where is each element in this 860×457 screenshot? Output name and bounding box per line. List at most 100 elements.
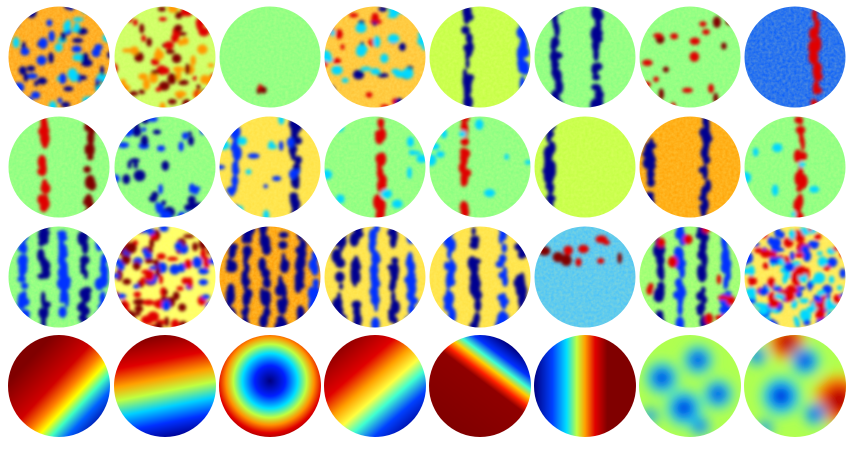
- stripe-blob: [498, 232, 504, 245]
- spot-blob: [752, 147, 759, 157]
- stripe-blob: [241, 275, 249, 287]
- stripe-blob: [299, 248, 304, 263]
- stripe-blob: [719, 305, 728, 314]
- stripe-blob: [465, 58, 470, 69]
- spot-blob: [150, 69, 160, 75]
- disc-edge: [113, 225, 217, 329]
- stripe-blob: [294, 271, 305, 284]
- spot-blob: [419, 24, 424, 31]
- stripe-blob: [308, 237, 315, 245]
- spot-blob: [794, 252, 804, 258]
- stripe-blob: [701, 295, 708, 305]
- stripe-blob: [519, 226, 525, 234]
- spot-blob: [174, 90, 187, 98]
- stripe-blob: [501, 243, 508, 254]
- spot-blob: [807, 280, 812, 292]
- stripe-blob: [263, 296, 272, 304]
- stripe-blob: [76, 303, 87, 313]
- spot-blob: [224, 95, 232, 100]
- spot-blob: [150, 58, 160, 66]
- spot-blob: [156, 253, 166, 260]
- spot-blob: [37, 77, 48, 85]
- disc-grain: [534, 6, 636, 108]
- spot-blob: [391, 199, 403, 209]
- spot-blob: [122, 174, 131, 185]
- stripe-blob: [521, 11, 531, 22]
- spot-blob: [134, 311, 141, 317]
- stripe-blob: [232, 136, 239, 151]
- stripe-blob: [793, 149, 802, 164]
- spot-blob: [177, 79, 189, 86]
- spot-blob: [377, 73, 389, 78]
- stripe-blob: [591, 38, 600, 53]
- spot-blob: [841, 226, 846, 230]
- pattern-disc: [114, 116, 216, 218]
- stripe-blob: [337, 228, 347, 242]
- stripe-blob: [812, 82, 819, 95]
- stripe-blob: [465, 32, 473, 44]
- spot-blob: [670, 33, 679, 40]
- stripe-blob: [94, 277, 105, 291]
- spot-blob: [134, 51, 144, 63]
- spot-blob: [793, 229, 803, 234]
- pattern-disc: [429, 226, 531, 328]
- stripe-blob: [518, 316, 525, 328]
- spot-blob: [822, 265, 831, 271]
- spot-blob: [176, 286, 184, 291]
- stripe-blob: [795, 199, 802, 216]
- stripe-blob: [20, 317, 27, 328]
- spot-blob: [175, 11, 183, 20]
- stripe-blob: [388, 282, 396, 292]
- stripe-blob: [41, 194, 47, 211]
- spot-blob: [744, 308, 754, 321]
- stripe-blob: [310, 306, 318, 323]
- spot-blob: [142, 299, 155, 306]
- spot-blob: [210, 310, 216, 316]
- spot-blob: [197, 6, 203, 12]
- stripe-blob: [281, 252, 286, 268]
- spot-blob: [142, 78, 151, 90]
- stripe-blob: [521, 6, 527, 14]
- spot-blob: [765, 321, 772, 327]
- stripe-blob: [521, 90, 527, 105]
- spot-blob: [72, 17, 84, 22]
- cold-zone: [642, 358, 682, 398]
- spot-blob: [332, 57, 342, 64]
- spot-blob: [23, 72, 29, 82]
- pattern-disc: [429, 335, 531, 437]
- stripe-blob: [655, 321, 660, 328]
- stripe-blob: [794, 116, 804, 124]
- spot-blob: [380, 53, 389, 64]
- stripe-blob: [244, 262, 250, 274]
- spot-blob: [814, 233, 822, 240]
- stripe-blob: [679, 265, 686, 279]
- disc-edge: [7, 115, 111, 219]
- pattern-disc: [534, 226, 636, 328]
- stripe-blob: [227, 230, 237, 238]
- spot-blob: [578, 244, 589, 254]
- spot-blob: [810, 244, 819, 249]
- spot-blob: [772, 143, 783, 153]
- spot-blob: [719, 226, 728, 233]
- spot-blob: [149, 71, 159, 84]
- stripe-blob: [231, 161, 236, 174]
- disc-edge: [638, 5, 742, 109]
- stripe-blob: [593, 62, 603, 71]
- spot-blob: [198, 278, 209, 286]
- stripe-blob: [243, 293, 249, 307]
- spot-blob: [712, 16, 721, 28]
- spot-blob: [794, 265, 806, 277]
- stripe-blob: [57, 230, 67, 237]
- stripe-blob: [96, 228, 104, 240]
- spot-blob: [744, 226, 752, 234]
- stripe-blob: [644, 116, 649, 127]
- spot-blob: [761, 321, 767, 328]
- spot-blob: [203, 310, 209, 321]
- stripe-blob: [449, 226, 455, 230]
- stripe-blob: [308, 313, 314, 322]
- spot-blob: [209, 100, 214, 106]
- disc-edge: [323, 5, 427, 109]
- stripe-blob: [521, 6, 531, 20]
- stripe-blob: [704, 181, 710, 189]
